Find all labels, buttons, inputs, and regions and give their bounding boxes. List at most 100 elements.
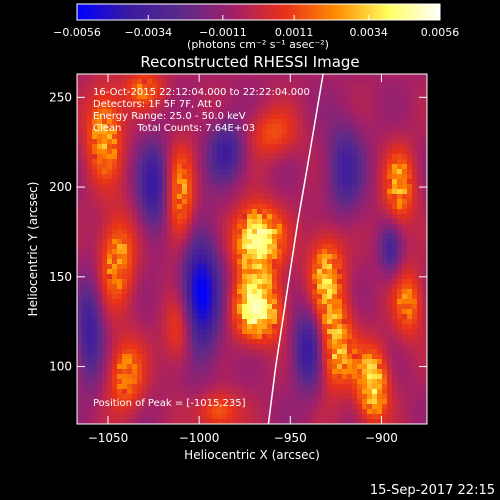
heatmap-cell	[317, 354, 323, 360]
heatmap-cell	[222, 364, 228, 370]
heatmap-cell	[212, 244, 218, 250]
heatmap-cell	[162, 199, 168, 205]
heatmap-cell	[162, 184, 168, 190]
heatmap-cell	[302, 169, 308, 175]
heatmap-cell	[102, 254, 108, 260]
heatmap-cell	[402, 104, 408, 110]
heatmap-cell	[87, 259, 93, 265]
heatmap-cell	[272, 409, 278, 415]
heatmap-cell	[337, 294, 343, 300]
heatmap-cell	[182, 374, 188, 380]
heatmap-cell	[107, 349, 113, 355]
heatmap-cell	[172, 229, 178, 235]
heatmap-cell	[262, 79, 268, 85]
colorbar-tick-label: −0.0011	[199, 26, 247, 39]
heatmap-cell	[272, 319, 278, 325]
heatmap-cell	[127, 179, 133, 185]
heatmap-cell	[87, 399, 93, 405]
heatmap-cell	[352, 314, 358, 320]
heatmap-cell	[272, 129, 278, 135]
heatmap-cell	[357, 404, 363, 410]
heatmap-cell	[257, 249, 263, 255]
heatmap-cell	[312, 164, 318, 170]
heatmap-cell	[247, 114, 253, 120]
heatmap-cell	[127, 209, 133, 215]
heatmap-cell	[252, 74, 258, 80]
heatmap-cell	[77, 94, 83, 100]
heatmap-cell	[347, 129, 353, 135]
heatmap-cell	[302, 274, 308, 280]
heatmap-cell	[412, 224, 418, 230]
heatmap-cell	[187, 209, 193, 215]
heatmap-cell	[157, 329, 163, 335]
heatmap-cell	[317, 204, 323, 210]
heatmap-cell	[152, 399, 158, 405]
heatmap-cell	[317, 274, 323, 280]
heatmap-cell	[262, 89, 268, 95]
heatmap-cell	[217, 74, 223, 80]
heatmap-cell	[242, 159, 248, 165]
heatmap-cell	[282, 229, 288, 235]
heatmap-cell	[287, 389, 293, 395]
heatmap-cell	[317, 79, 323, 85]
heatmap-cell	[412, 194, 418, 200]
heatmap-cell	[392, 119, 398, 125]
heatmap-cell	[222, 384, 228, 390]
heatmap-cell	[282, 174, 288, 180]
heatmap-cell	[327, 139, 333, 145]
heatmap-cell	[302, 184, 308, 190]
heatmap-cell	[417, 349, 423, 355]
heatmap-cell	[182, 219, 188, 225]
heatmap-cell	[307, 404, 313, 410]
heatmap-cell	[347, 199, 353, 205]
heatmap-cell	[377, 194, 383, 200]
heatmap-cell	[92, 104, 98, 110]
heatmap-cell	[332, 229, 338, 235]
heatmap-cell	[332, 319, 338, 325]
heatmap-cell	[87, 199, 93, 205]
heatmap-cell	[297, 299, 303, 305]
heatmap-cell	[317, 389, 323, 395]
heatmap-cell	[412, 124, 418, 130]
heatmap-cell	[122, 254, 128, 260]
heatmap-cell	[147, 209, 153, 215]
heatmap-cell	[182, 119, 188, 125]
heatmap-cell	[232, 269, 238, 275]
heatmap-cell	[102, 109, 108, 115]
heatmap-cell	[142, 319, 148, 325]
heatmap-cell	[102, 159, 108, 165]
heatmap-cell	[307, 339, 313, 345]
heatmap-cell	[87, 394, 93, 400]
heatmap-cell	[342, 294, 348, 300]
heatmap-cell	[127, 379, 133, 385]
heatmap-cell	[287, 259, 293, 265]
heatmap-cell	[312, 214, 318, 220]
heatmap-cell	[422, 214, 427, 220]
heatmap-cell	[422, 259, 427, 265]
heatmap-cell	[317, 304, 323, 310]
heatmap-cell	[232, 304, 238, 310]
heatmap-cell	[302, 279, 308, 285]
heatmap-cell	[397, 279, 403, 285]
colorbar-tick-label: 0.0056	[421, 26, 460, 39]
heatmap-cell	[367, 274, 373, 280]
heatmap-cell	[262, 379, 268, 385]
heatmap-cell	[207, 284, 213, 290]
heatmap-cell	[387, 229, 393, 235]
heatmap-cell	[77, 239, 83, 245]
heatmap-cell	[122, 204, 128, 210]
heatmap-cell	[167, 414, 173, 420]
heatmap-cell	[187, 104, 193, 110]
heatmap-cell	[102, 284, 108, 290]
heatmap-cell	[192, 274, 198, 280]
heatmap-cell	[417, 194, 423, 200]
heatmap-cell	[127, 249, 133, 255]
heatmap-cell	[302, 334, 308, 340]
heatmap-cell	[282, 169, 288, 175]
heatmap-cell	[397, 329, 403, 335]
heatmap-cell	[122, 84, 128, 90]
heatmap-cell	[312, 304, 318, 310]
heatmap-cell	[217, 234, 223, 240]
heatmap-cell	[422, 284, 427, 290]
heatmap-cell	[117, 249, 123, 255]
